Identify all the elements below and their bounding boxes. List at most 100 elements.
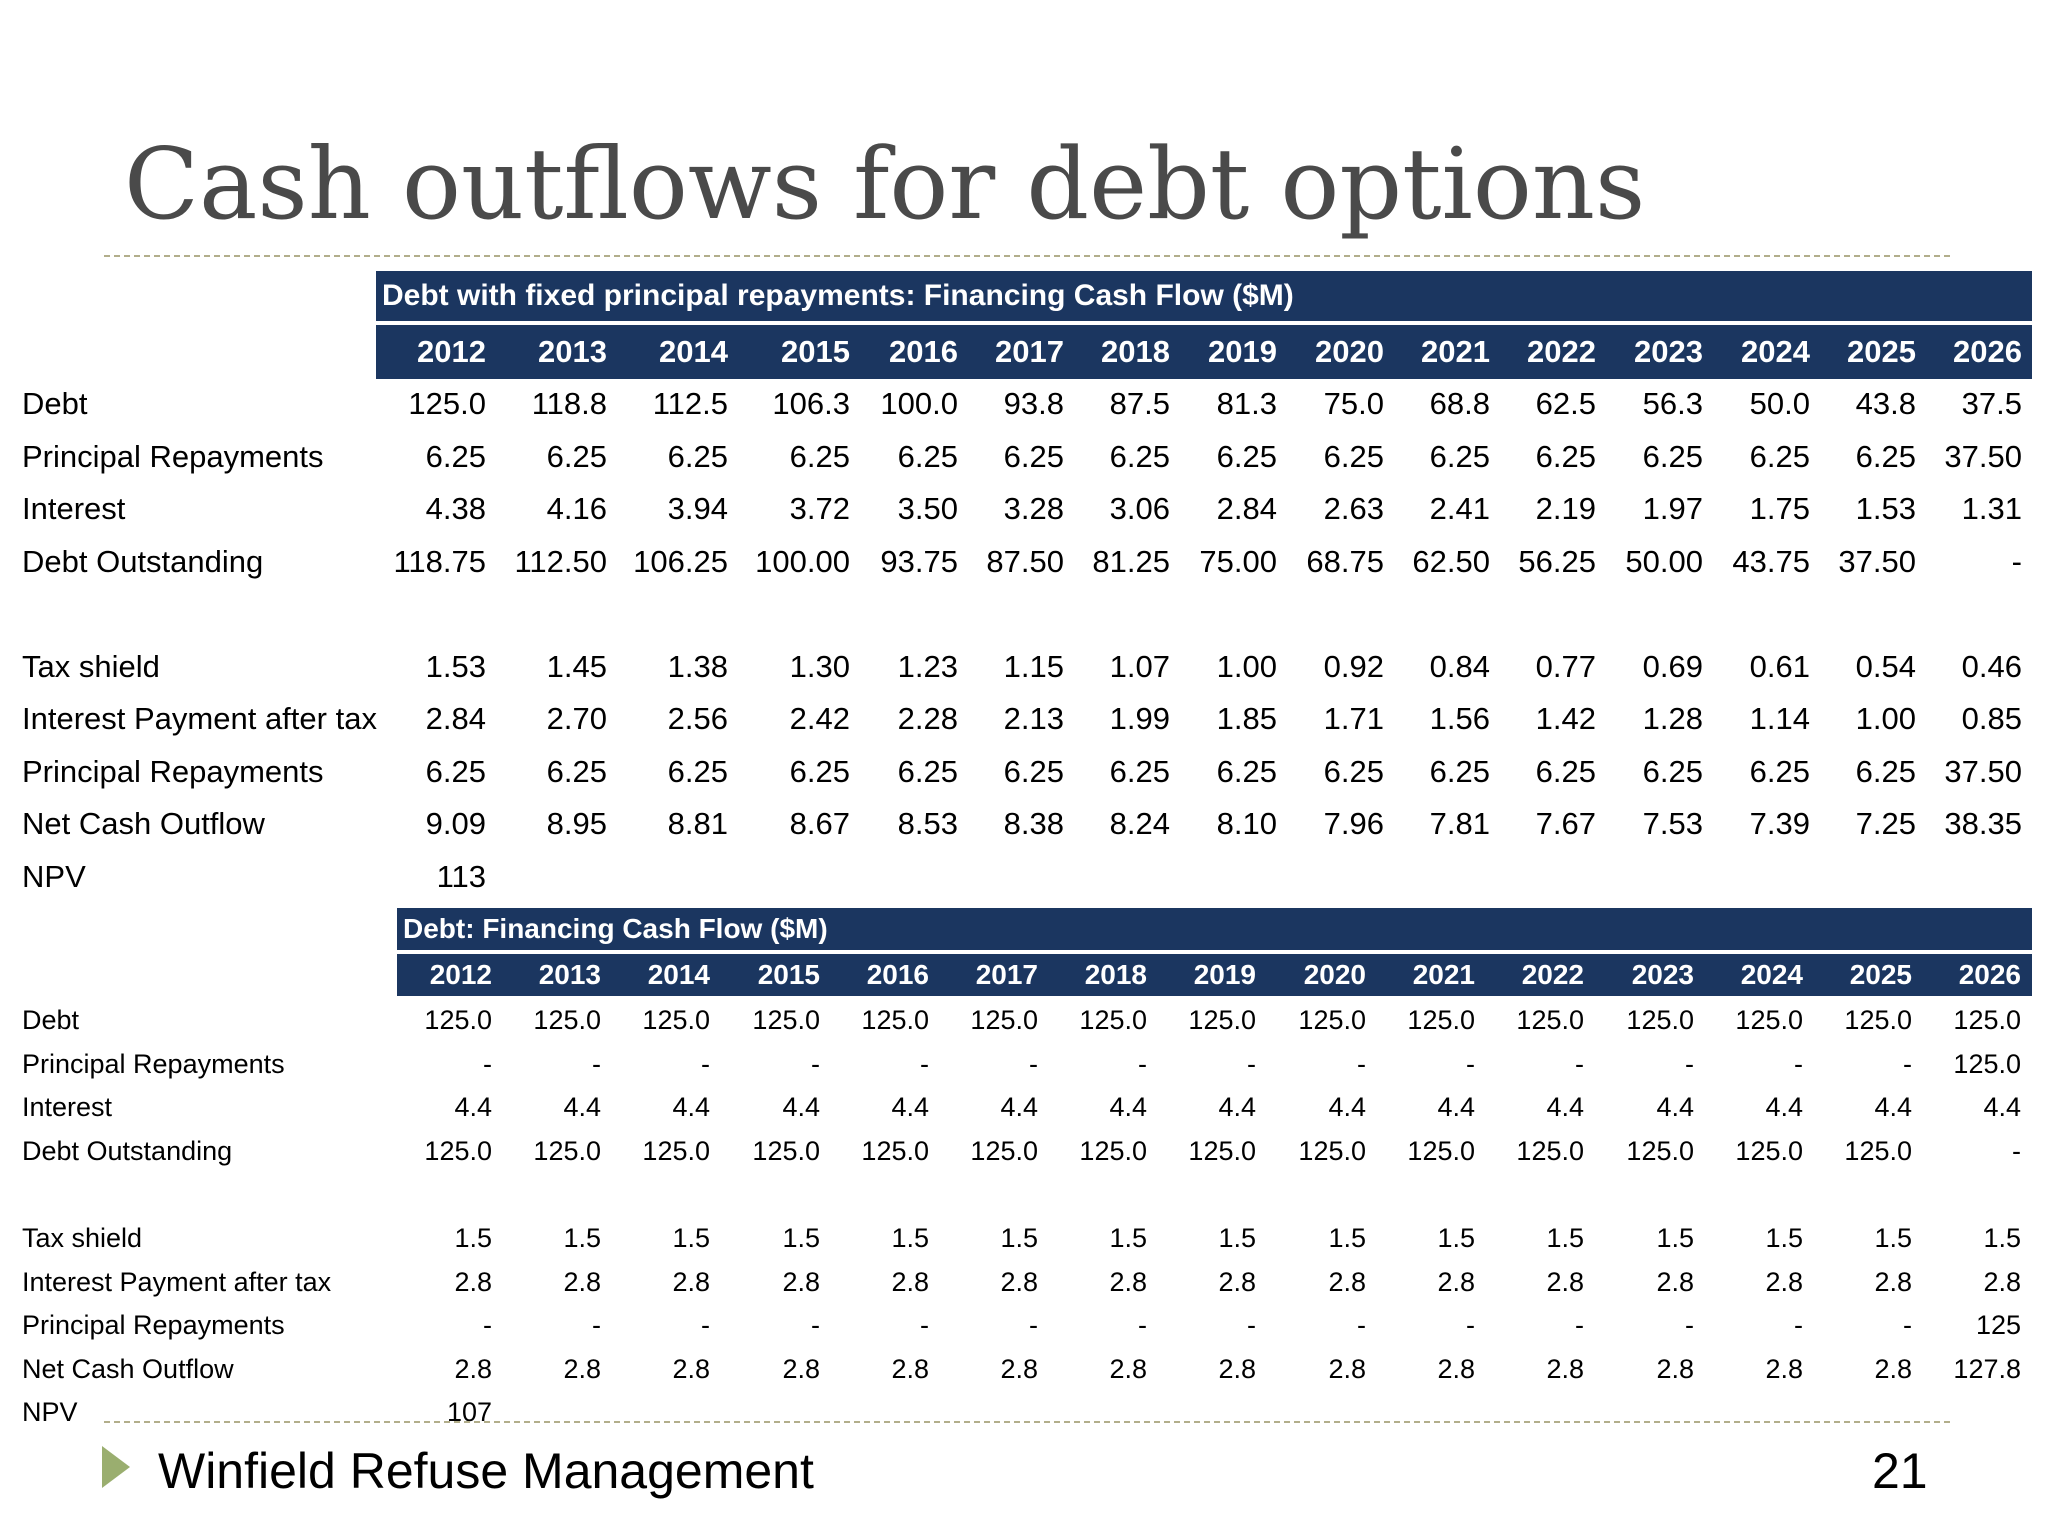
- table-cell: 8.53: [897, 806, 958, 841]
- table-cell: -: [701, 1048, 710, 1079]
- table-cell: -: [1794, 1048, 1803, 1079]
- table-cell: 125.0: [1516, 1135, 1584, 1166]
- table-cell: 125.0: [533, 1005, 601, 1035]
- table-cell: 2.8: [1328, 1266, 1366, 1297]
- table-cell: 62.50: [1412, 543, 1490, 579]
- row-label: Interest Payment after tax: [22, 1266, 332, 1297]
- table-cell: 2.8: [1656, 1266, 1694, 1297]
- table-cell: 100.00: [755, 543, 850, 579]
- row-label: Net Cash Outflow: [22, 1353, 234, 1384]
- row-label: NPV: [22, 1397, 78, 1428]
- slide-title: Cash outflows for debt options: [124, 128, 1646, 242]
- table-cell: 3.50: [897, 491, 958, 526]
- table-cell: 2.8: [672, 1266, 710, 1297]
- year-header: 2012: [429, 959, 492, 990]
- table-cell: -: [1903, 1048, 1912, 1079]
- title-divider: [104, 255, 1950, 257]
- table-cell: -: [2011, 543, 2022, 579]
- table-cell: 7.96: [1323, 806, 1384, 841]
- table-cell: -: [1575, 1048, 1584, 1079]
- table-cell: 6.25: [1642, 753, 1703, 789]
- table-cell: 2.42: [789, 701, 850, 736]
- year-header: 2019: [1208, 334, 1277, 369]
- table-cell: 6.25: [1749, 753, 1810, 789]
- table-cell: 2.13: [1003, 701, 1064, 736]
- table-cell: 106.25: [633, 543, 728, 579]
- table-cell: 2.41: [1429, 491, 1490, 526]
- table-cell: 8.95: [546, 806, 607, 841]
- year-header: 2020: [1315, 334, 1384, 369]
- table-cell: 37.50: [1838, 543, 1916, 579]
- table-cell: 125.0: [861, 1005, 929, 1035]
- table-cell: 2.8: [1000, 1266, 1038, 1297]
- row-label: Tax shield: [22, 648, 160, 684]
- table-cell: 3.72: [789, 491, 850, 526]
- table-cell: 6.25: [1109, 438, 1170, 474]
- table-cell: 2.8: [891, 1353, 929, 1384]
- table-cell: 1.5: [891, 1223, 929, 1253]
- table-cell: 8.81: [667, 806, 728, 841]
- table-cell: 2.8: [454, 1266, 492, 1297]
- table-cell: 7.67: [1535, 806, 1596, 841]
- table-cell: 1.5: [1656, 1223, 1694, 1253]
- table-cell: 4.4: [1874, 1092, 1912, 1123]
- table-cell: 1.5: [1218, 1223, 1256, 1253]
- table-cell: 125.0: [752, 1005, 820, 1035]
- table-cell: 6.25: [1109, 753, 1170, 789]
- table-cell: 8.67: [789, 806, 850, 841]
- table-cell: 125.0: [1844, 1135, 1912, 1166]
- table-cell: 6.25: [425, 438, 486, 474]
- table-cell: 2.84: [425, 701, 486, 736]
- year-header: 2026: [1958, 959, 2021, 990]
- table-cell: 1.00: [1216, 648, 1277, 684]
- table-cell: 9.09: [425, 806, 486, 841]
- row-label: Debt Outstanding: [22, 1135, 233, 1166]
- table-cell: 6.25: [667, 438, 728, 474]
- table-cell: 1.5: [1874, 1223, 1912, 1253]
- table-cell: 4.4: [672, 1092, 710, 1123]
- table-cell: 1.28: [1642, 701, 1703, 736]
- table-cell: -: [1903, 1310, 1912, 1341]
- table-cell: 2.8: [1546, 1353, 1584, 1384]
- table-cell: 43.75: [1732, 543, 1810, 579]
- table-cell: 2.8: [1874, 1266, 1912, 1297]
- table-cell: 1.15: [1003, 648, 1064, 684]
- table-cell: 6.25: [1429, 753, 1490, 789]
- table-cell: 125.0: [1298, 1135, 1366, 1166]
- table-cell: 2.70: [546, 701, 607, 736]
- table-cell: -: [701, 1310, 710, 1341]
- footer-divider: [104, 1421, 1950, 1423]
- table-cell: 1.56: [1429, 701, 1490, 736]
- table-cell: 1.85: [1216, 701, 1277, 736]
- table-cell: 1.5: [1328, 1223, 1366, 1253]
- table-cell: 2.8: [782, 1353, 820, 1384]
- year-header: 2013: [538, 959, 601, 990]
- table-cell: 1.42: [1535, 701, 1596, 736]
- table-cell: 1.5: [1109, 1223, 1147, 1253]
- table-cell: 0.69: [1642, 648, 1703, 684]
- table-cell: 118.75: [393, 543, 486, 579]
- table-cell: 1.07: [1109, 648, 1170, 684]
- table-cell: -: [811, 1048, 820, 1079]
- table-cell: 56.3: [1642, 386, 1703, 421]
- table-cell: 2.19: [1535, 491, 1596, 526]
- table-cell: -: [811, 1310, 820, 1341]
- year-header: 2022: [1527, 334, 1596, 369]
- year-header: 2023: [1634, 334, 1703, 369]
- table-cell: 2.8: [1109, 1353, 1147, 1384]
- table-cell: 1.14: [1749, 701, 1810, 736]
- table-cell: 125.0: [1516, 1005, 1584, 1035]
- table-cell: 7.25: [1855, 806, 1916, 841]
- table-cell: 2.8: [1218, 1353, 1256, 1384]
- table-cell: 6.25: [897, 753, 958, 789]
- table-cell: 81.3: [1216, 386, 1277, 421]
- table-cell: 6.25: [667, 753, 728, 789]
- year-header: 2022: [1521, 959, 1584, 990]
- table-cell: 6.25: [1429, 438, 1490, 474]
- row-label: Interest Payment after tax: [22, 701, 377, 736]
- table-cell: -: [1357, 1310, 1366, 1341]
- table-cell: 125: [1975, 1310, 2021, 1341]
- table-cell: 107: [446, 1397, 492, 1428]
- table-cell: 93.75: [880, 543, 958, 579]
- table-cell: -: [1138, 1048, 1147, 1079]
